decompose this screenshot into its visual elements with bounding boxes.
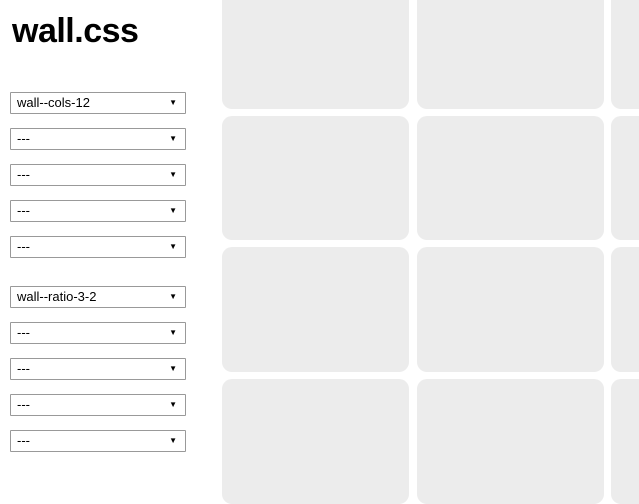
wall-tile — [611, 115, 639, 241]
wall-tile — [222, 379, 409, 504]
select-wrap: --- ▼ — [10, 200, 186, 222]
select-wrap: --- ▼ — [10, 322, 186, 344]
modifier-select-1-3[interactable]: --- — [10, 164, 186, 186]
wall-tile — [416, 115, 604, 241]
select-wrap: --- ▼ — [10, 394, 186, 416]
wall-tile — [416, 0, 604, 109]
select-wrap: wall--cols-12 ▼ — [10, 92, 186, 114]
select-wrap: --- ▼ — [10, 128, 186, 150]
ratio-select[interactable]: wall--ratio-3-2 — [10, 286, 186, 308]
page-title: wall.css — [12, 12, 139, 50]
modifier-select-2-5[interactable]: --- — [10, 430, 186, 452]
cols-select[interactable]: wall--cols-12 — [10, 92, 186, 114]
controls-panel: wall.css wall--cols-12 ▼ --- ▼ --- ▼ ---… — [10, 0, 186, 466]
modifier-select-1-2[interactable]: --- — [10, 128, 186, 150]
wall-tile — [222, 115, 409, 241]
select-wrap: wall--ratio-3-2 ▼ — [10, 286, 186, 308]
select-wrap: --- ▼ — [10, 236, 186, 258]
modifier-select-1-5[interactable]: --- — [10, 236, 186, 258]
wall-tile — [222, 0, 409, 109]
wall-tile — [416, 247, 604, 373]
wall-grid — [222, 0, 639, 504]
modifier-select-2-2[interactable]: --- — [10, 322, 186, 344]
wall-tile — [611, 247, 639, 373]
select-wrap: --- ▼ — [10, 164, 186, 186]
wall-tile — [611, 379, 639, 504]
select-wrap: --- ▼ — [10, 358, 186, 380]
select-group-columns: wall--cols-12 ▼ --- ▼ --- ▼ --- ▼ --- — [10, 92, 186, 258]
modifier-select-1-4[interactable]: --- — [10, 200, 186, 222]
modifier-select-2-3[interactable]: --- — [10, 358, 186, 380]
wall-tile — [416, 379, 604, 504]
select-wrap: --- ▼ — [10, 430, 186, 452]
select-group-ratio: wall--ratio-3-2 ▼ --- ▼ --- ▼ --- ▼ --- — [10, 286, 186, 452]
modifier-select-2-4[interactable]: --- — [10, 394, 186, 416]
wall-tile — [611, 0, 639, 109]
wall-tile — [222, 247, 409, 373]
